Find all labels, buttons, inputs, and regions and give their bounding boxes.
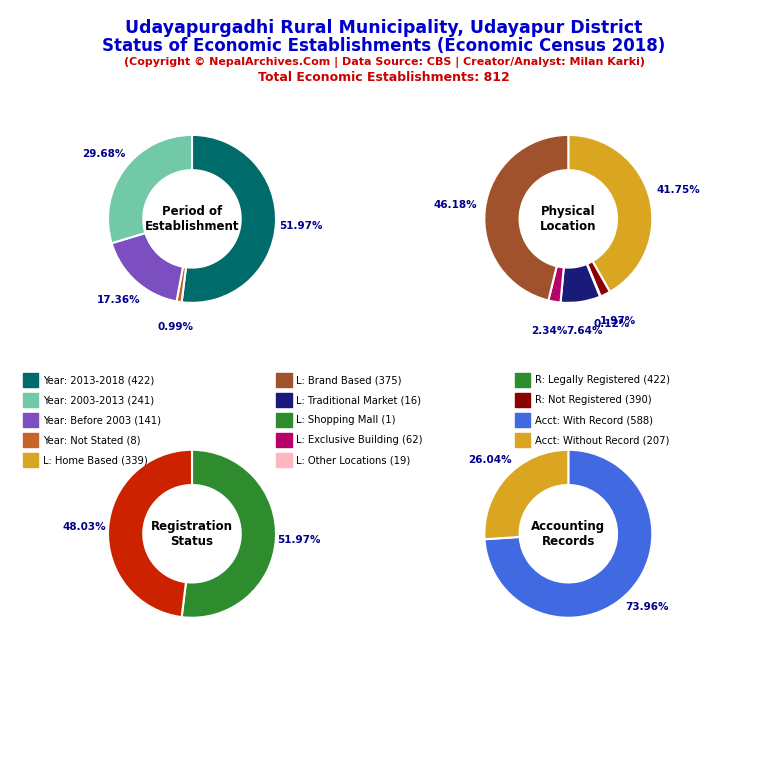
Text: 0.99%: 0.99%: [157, 322, 194, 332]
Wedge shape: [561, 264, 600, 303]
Text: Year: Before 2003 (141): Year: Before 2003 (141): [43, 415, 161, 425]
Text: L: Shopping Mall (1): L: Shopping Mall (1): [296, 415, 396, 425]
Text: 26.04%: 26.04%: [468, 455, 511, 465]
Text: L: Home Based (339): L: Home Based (339): [43, 455, 147, 465]
Text: L: Brand Based (375): L: Brand Based (375): [296, 375, 402, 386]
Wedge shape: [181, 450, 276, 617]
Text: 51.97%: 51.97%: [277, 535, 321, 545]
Text: 2.34%: 2.34%: [531, 326, 568, 336]
Text: Udayapurgadhi Rural Municipality, Udayapur District: Udayapurgadhi Rural Municipality, Udayap…: [125, 19, 643, 37]
Wedge shape: [568, 135, 652, 292]
Text: R: Legally Registered (422): R: Legally Registered (422): [535, 375, 670, 386]
Text: L: Traditional Market (16): L: Traditional Market (16): [296, 395, 422, 406]
Wedge shape: [587, 261, 610, 296]
Text: Physical
Location: Physical Location: [540, 205, 597, 233]
Text: Year: 2013-2018 (422): Year: 2013-2018 (422): [43, 375, 154, 386]
Text: Acct: Without Record (207): Acct: Without Record (207): [535, 435, 669, 445]
Text: (Copyright © NepalArchives.Com | Data Source: CBS | Creator/Analyst: Milan Karki: (Copyright © NepalArchives.Com | Data So…: [124, 57, 644, 68]
Text: Year: Not Stated (8): Year: Not Stated (8): [43, 435, 141, 445]
Text: 0.12%: 0.12%: [594, 319, 630, 329]
Text: 7.64%: 7.64%: [567, 326, 603, 336]
Text: Status of Economic Establishments (Economic Census 2018): Status of Economic Establishments (Econo…: [102, 37, 666, 55]
Text: Period of
Establishment: Period of Establishment: [144, 205, 240, 233]
Text: 1.97%: 1.97%: [600, 316, 637, 326]
Text: Acct: With Record (588): Acct: With Record (588): [535, 415, 653, 425]
Wedge shape: [181, 135, 276, 303]
Text: R: Not Registered (390): R: Not Registered (390): [535, 395, 651, 406]
Text: Total Economic Establishments: 812: Total Economic Establishments: 812: [258, 71, 510, 84]
Text: Accounting
Records: Accounting Records: [531, 520, 605, 548]
Text: 41.75%: 41.75%: [656, 185, 700, 195]
Wedge shape: [485, 450, 652, 617]
Text: Registration
Status: Registration Status: [151, 520, 233, 548]
Wedge shape: [108, 135, 192, 243]
Text: 46.18%: 46.18%: [434, 200, 478, 210]
Wedge shape: [108, 450, 192, 617]
Text: L: Other Locations (19): L: Other Locations (19): [296, 455, 411, 465]
Text: 51.97%: 51.97%: [280, 220, 323, 230]
Wedge shape: [111, 233, 183, 301]
Text: Year: 2003-2013 (241): Year: 2003-2013 (241): [43, 395, 154, 406]
Text: 17.36%: 17.36%: [98, 295, 141, 305]
Text: 48.03%: 48.03%: [63, 522, 107, 532]
Wedge shape: [177, 266, 186, 303]
Wedge shape: [548, 266, 564, 303]
Text: 29.68%: 29.68%: [83, 149, 126, 159]
Text: 73.96%: 73.96%: [625, 602, 668, 612]
Text: L: Exclusive Building (62): L: Exclusive Building (62): [296, 435, 423, 445]
Wedge shape: [587, 264, 601, 296]
Wedge shape: [485, 450, 568, 539]
Wedge shape: [485, 135, 568, 300]
